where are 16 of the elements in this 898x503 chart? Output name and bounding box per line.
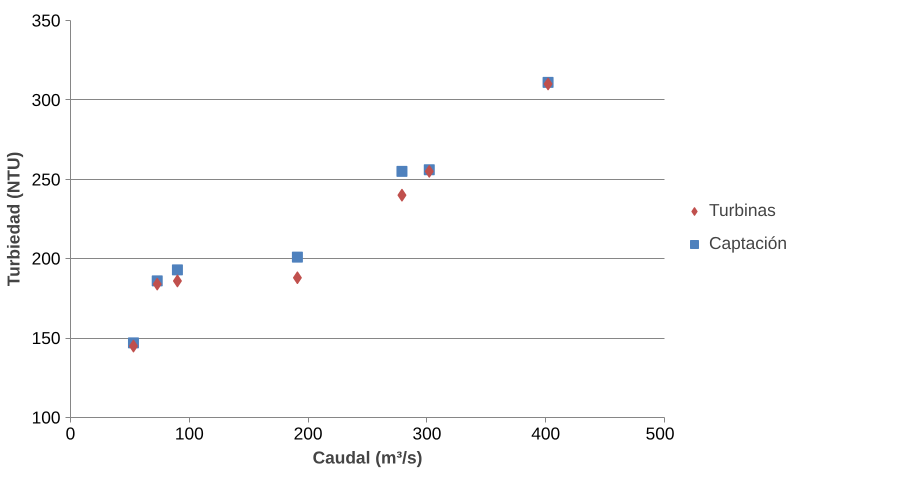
x-tick-label: 200 bbox=[294, 424, 323, 444]
x-tick-label: 400 bbox=[531, 424, 560, 444]
x-axis-title: Caudal (m³/s) bbox=[312, 448, 422, 468]
y-axis-title: Turbiedad (NTU) bbox=[4, 152, 24, 286]
y-tick-label: 200 bbox=[32, 248, 61, 269]
legend-label: Captación bbox=[709, 233, 788, 254]
y-tick-label: 150 bbox=[32, 328, 61, 348]
x-tick-label: 500 bbox=[646, 424, 675, 444]
legend-label: Turbinas bbox=[709, 200, 776, 221]
x-tick-label: 0 bbox=[66, 424, 76, 444]
y-tick-label: 350 bbox=[32, 10, 61, 30]
x-tick-label: 100 bbox=[174, 424, 204, 444]
y-tick-label: 100 bbox=[32, 408, 61, 428]
y-tick-label: 300 bbox=[32, 90, 61, 110]
y-tick-label: 250 bbox=[32, 169, 61, 190]
x-tick-label: 300 bbox=[412, 424, 442, 444]
